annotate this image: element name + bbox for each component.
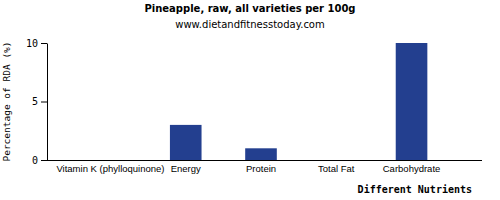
x-axis: Vitamin K (phylloquinone) Energy Protein To…: [47, 161, 482, 174]
x-tick-label: Energy: [171, 163, 201, 174]
bar: [245, 148, 277, 160]
y-tick-mark: [41, 102, 47, 103]
y-tick: 0: [32, 155, 47, 166]
y-tick-label: 5: [32, 96, 38, 107]
y-tick-label: 0: [32, 155, 38, 166]
x-tick-label: Total Fat: [318, 163, 355, 174]
bar: [320, 160, 352, 161]
y-tick-mark: [41, 43, 47, 44]
x-tick-label: Carbohydrate: [383, 163, 441, 174]
subtitle: www.dietandfitnesstoday.com: [175, 19, 324, 30]
y-axis-title: Percentage of RDA (%): [1, 41, 12, 161]
title: Pineapple, raw, all varieties per 100g: [144, 3, 355, 14]
x-axis-title: Different Nutrients: [358, 184, 472, 195]
x-tick: Vitamin K (phylloquinone): [56, 163, 164, 174]
x-tick-label: Vitamin K (phylloquinone): [56, 163, 164, 174]
bar: [95, 160, 127, 161]
chart: Pineapple, raw, all varieties per 100g ww…: [0, 0, 500, 200]
bars: [170, 43, 427, 160]
background: [0, 0, 500, 200]
y-tick-mark: [41, 160, 47, 161]
x-tick-label: Protein: [246, 163, 276, 174]
y-tick: 5: [32, 96, 47, 107]
y-axis-line: [47, 44, 48, 161]
x-axis-line: [47, 160, 482, 161]
y-axis: 0 5 10: [26, 38, 48, 166]
y-tick-label: 10: [26, 38, 38, 49]
x-tick: Protein: [246, 163, 276, 174]
x-tick: Energy: [171, 163, 201, 174]
x-tick: Carbohydrate: [383, 163, 441, 174]
x-tick: Total Fat: [318, 163, 355, 174]
bar: [170, 125, 202, 160]
bar: [396, 43, 428, 160]
y-tick: 10: [26, 38, 47, 49]
